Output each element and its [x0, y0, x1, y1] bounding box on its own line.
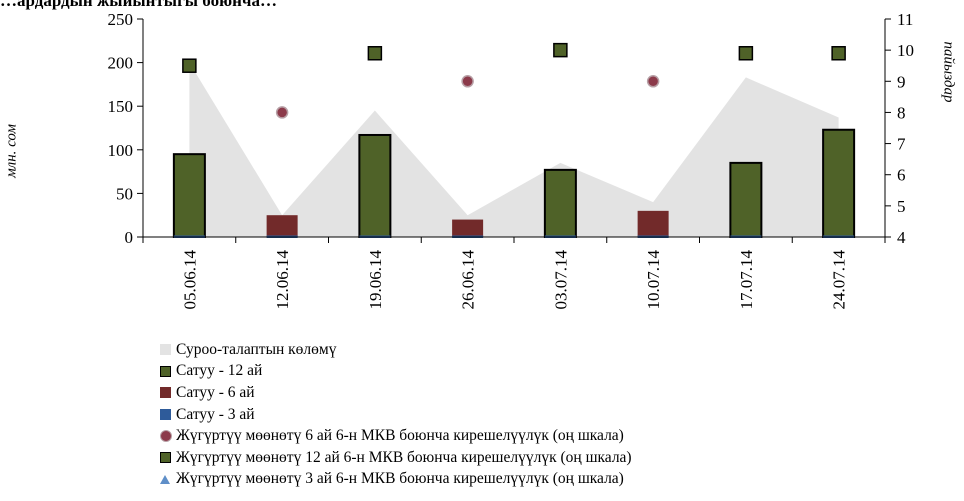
legend-triangle-marker-icon — [160, 474, 170, 484]
x-tick-label: 26.06.14 — [459, 250, 478, 310]
legend-label: Жүгүртүү мөөнөтү 6 ай 6-н МКВ боюнча кир… — [176, 427, 624, 445]
axes-layer: 0 50 100 150 200 250 4 5 6 7 8 9 10 11 05.06.14 12.06.1… — [108, 10, 915, 310]
demand-area-layer — [189, 62, 839, 237]
legend-item-yield-6m: Жүгүртүү мөөнөтү 6 ай 6-н МКВ боюнча кир… — [160, 425, 632, 447]
legend-blue-square-swatch — [160, 409, 171, 421]
bar-sales-12m — [543, 168, 577, 238]
x-tick-label: 05.06.14 — [180, 250, 199, 310]
yield-6m-point — [646, 75, 660, 88]
x-tick-label: 17.07.14 — [737, 250, 756, 310]
markers-layer — [182, 42, 846, 119]
legend-area-swatch — [160, 344, 171, 356]
legend-green-square-swatch — [160, 365, 171, 377]
legend-label: Сатуу - 6 ай — [176, 383, 255, 401]
x-tick-label: 03.07.14 — [551, 250, 570, 310]
chart-title-partial: …ардардын жыйынтыгы боюнча… — [0, 0, 277, 10]
x-tick-label: 24.07.14 — [830, 250, 849, 310]
yield-12m-point — [831, 46, 846, 61]
legend-item-sales-6m: Сатуу - 6 ай — [160, 382, 632, 404]
bar-sales-12m — [822, 128, 856, 238]
y-right-tick-label: 7 — [897, 135, 906, 154]
legend-item-sales-3m: Сатуу - 3 ай — [160, 404, 632, 426]
legend-square-marker-icon — [160, 452, 171, 464]
yield-12m-point — [182, 58, 197, 73]
legend-label: Жүгүртүү мөөнөтү 12 ай 6-н МКВ боюнча ки… — [176, 448, 632, 466]
yield-6m-point — [461, 75, 474, 88]
y-right-tick-label: 6 — [897, 166, 906, 185]
legend-red-square-swatch — [160, 387, 171, 399]
bar-sales-6m — [637, 210, 669, 237]
legend-item-sales-12m: Сатуу - 12 ай — [160, 361, 632, 383]
y-right-tick-label: 8 — [897, 103, 906, 122]
legend-label: Суроо-талаптын көлөмү — [176, 340, 337, 358]
y-right-tick-label: 4 — [897, 228, 906, 247]
y-left-tick-label: 250 — [108, 10, 134, 29]
bar-sales-6m — [452, 219, 484, 237]
legend: Суроо-талаптын көлөмү Сатуу - 12 ай Сату… — [160, 339, 632, 490]
legend-circle-marker-icon — [160, 430, 172, 443]
legend-item-yield-12m: Жүгүртүү мөөнөтү 12 ай 6-н МКВ боюнча ки… — [160, 447, 632, 469]
legend-item-yield-3m: Жүгүртүү мөөнөтү 3 ай 6-н МКВ боюнча кир… — [160, 469, 632, 491]
bar-sales-6m — [266, 215, 298, 237]
yield-6m-point — [275, 106, 289, 119]
yield-12m-point — [738, 46, 754, 61]
legend-label: Сатуу - 12 ай — [176, 362, 263, 380]
y-right-tick-label: 10 — [897, 41, 914, 60]
yield-12m-point — [553, 42, 568, 58]
legend-item-demand: Суроо-талаптын көлөмү — [160, 339, 632, 361]
bar-sales-12m — [729, 161, 763, 239]
bar-sales-12m — [358, 133, 392, 238]
y-left-tick-label: 200 — [108, 54, 134, 73]
demand-area — [189, 62, 839, 237]
bar-sales-12m — [172, 153, 206, 238]
y-right-tick-label: 11 — [897, 10, 913, 29]
y-left-tick-label: 50 — [116, 184, 133, 203]
y-right-tick-label: 9 — [897, 72, 906, 91]
y-right-tick-label: 5 — [897, 197, 906, 216]
y-left-tick-label: 0 — [125, 228, 134, 247]
x-tick-label: 10.07.14 — [644, 250, 663, 310]
y-left-tick-label: 100 — [108, 141, 134, 160]
legend-label: Сатуу - 3 ай — [176, 405, 255, 423]
x-tick-label: 12.06.14 — [273, 250, 292, 310]
x-tick-label: 19.06.14 — [366, 250, 385, 310]
legend-label: Жүгүртүү мөөнөтү 3 ай 6-н МКВ боюнча кир… — [176, 470, 624, 488]
yield-12m-point — [367, 46, 383, 61]
y-left-tick-label: 150 — [108, 97, 134, 116]
